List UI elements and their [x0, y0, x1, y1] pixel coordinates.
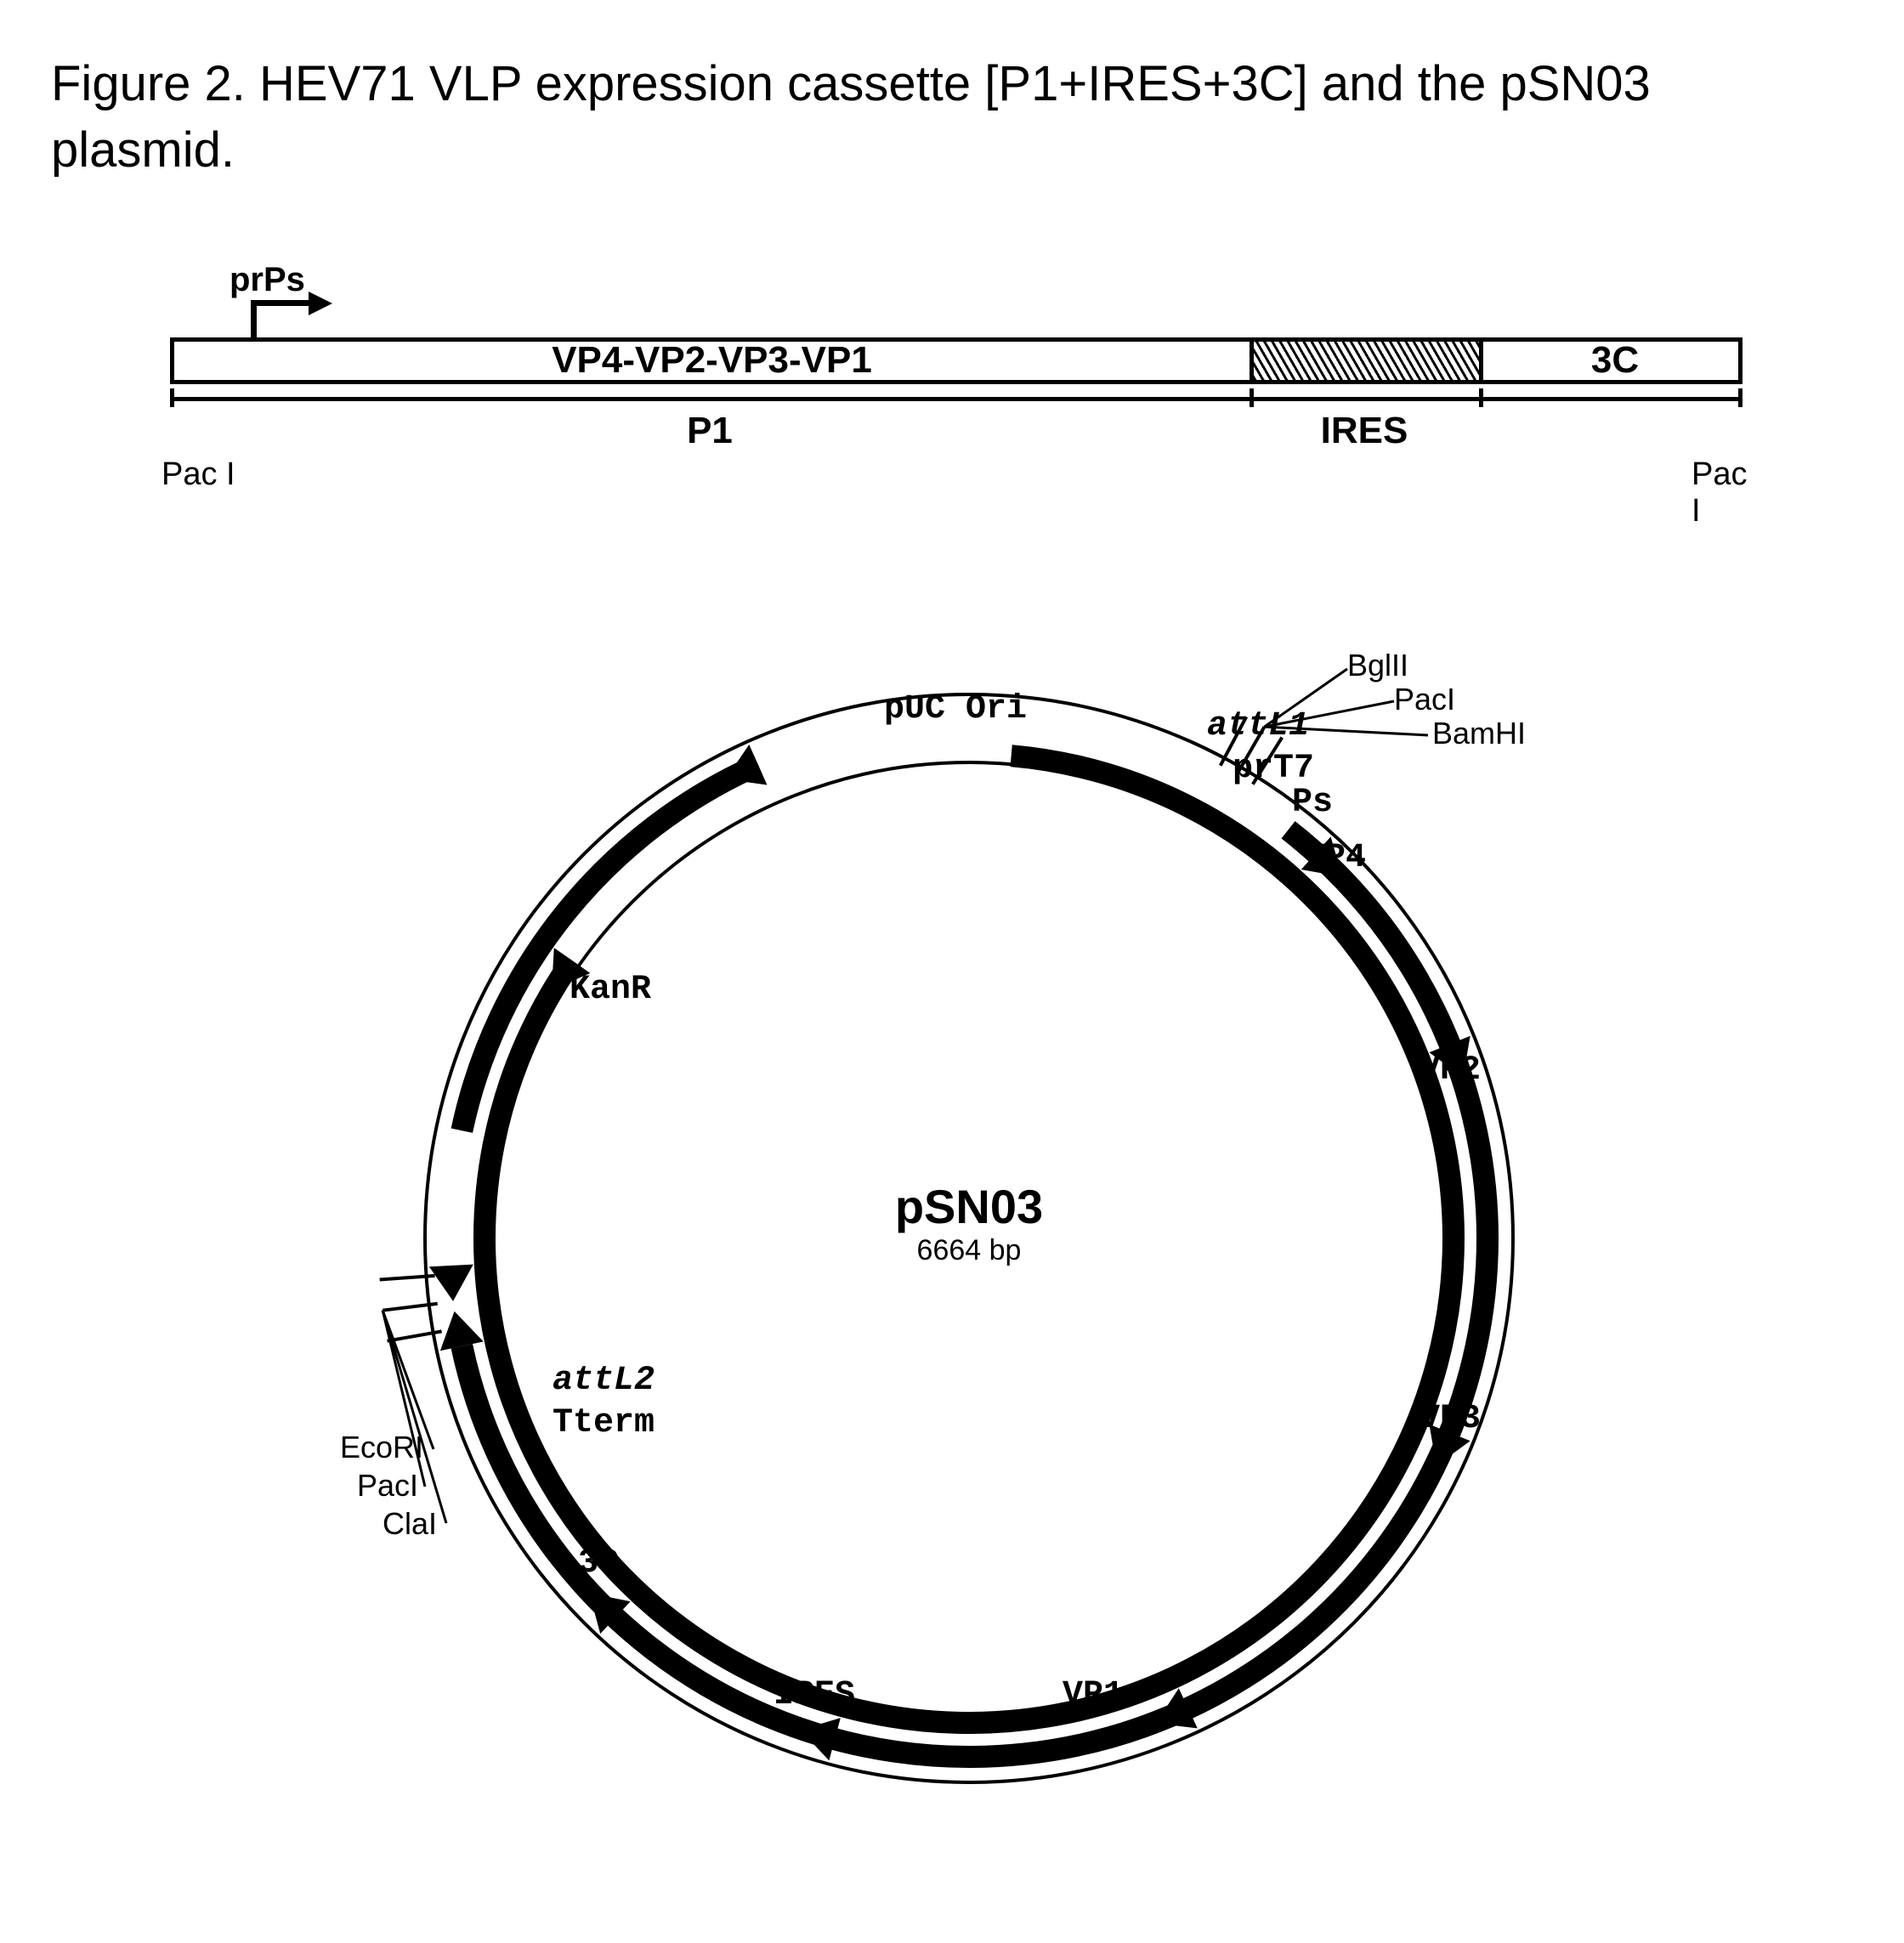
plasmid-name: pSN03: [867, 1179, 1071, 1234]
cassette-bar: VP4-VP2-VP3-VP1 3C: [170, 337, 1742, 384]
label-ires: IRES: [774, 1676, 855, 1714]
end-label-right: Pac I: [1692, 456, 1747, 530]
label-paci-bot: PacI: [357, 1468, 418, 1504]
promoter-label: prPs: [230, 261, 305, 299]
segment-p1-label: VP4-VP2-VP3-VP1: [552, 339, 872, 382]
scale-label-ires: IRES: [1321, 410, 1408, 452]
label-vp3: VP3: [1420, 1400, 1481, 1438]
label-3c: 3C: [578, 1544, 619, 1583]
promoter-arrow-head: [309, 292, 332, 315]
scale-tick-mid2: [1479, 388, 1483, 407]
linear-scale-line: [170, 397, 1742, 401]
label-puc-ori: pUC Ori: [884, 690, 1027, 728]
scale-tick-left: [170, 388, 174, 407]
end-label-left: Pac I: [162, 456, 235, 493]
label-prt7: prT7: [1232, 750, 1314, 788]
segment-3c: 3C: [1483, 342, 1747, 380]
linear-cassette: prPs VP4-VP2-VP3-VP1 3C P1 IRES Pac I Pa…: [170, 261, 1742, 516]
segment-ires: [1254, 342, 1483, 380]
label-clai: ClaI: [382, 1506, 437, 1542]
label-vp4: VP4: [1305, 839, 1366, 877]
label-bglii: BglII: [1347, 648, 1408, 683]
label-bamhi: BamHI: [1432, 716, 1526, 751]
label-kanr: KanR: [570, 971, 651, 1009]
label-tterm: Tterm: [552, 1404, 654, 1442]
label-attl1: attL1: [1207, 707, 1309, 745]
label-vp2: VP2: [1420, 1051, 1481, 1090]
plasmid-map: pSN03 6664 bp pUC Ori KanR attL1 prT7 Ps…: [119, 601, 1819, 1876]
label-attl2: attL2: [552, 1362, 654, 1400]
label-paci-top: PacI: [1394, 682, 1455, 717]
label-vp1: VP1: [1062, 1676, 1124, 1714]
plasmid-size: 6664 bp: [884, 1234, 1054, 1267]
figure-caption: Figure 2. HEV71 VLP expression cassette …: [51, 51, 1794, 184]
promoter-arrow-bar: [251, 300, 310, 306]
segment-3c-label: 3C: [1591, 339, 1639, 382]
segment-p1: VP4-VP2-VP3-VP1: [174, 342, 1254, 380]
scale-tick-right: [1738, 388, 1742, 407]
label-ecori: EcoRI: [340, 1430, 423, 1465]
scale-tick-mid1: [1250, 388, 1254, 407]
label-ps: Ps: [1292, 784, 1333, 822]
scale-label-p1: P1: [687, 410, 733, 452]
